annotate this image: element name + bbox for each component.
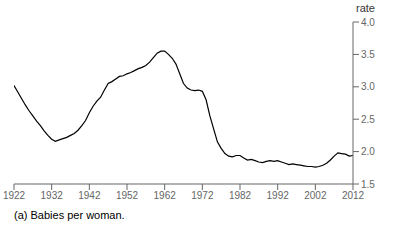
svg-text:1922: 1922 bbox=[8, 190, 26, 201]
html-text:rate: rate bbox=[356, 2, 375, 14]
svg-text:3.0: 3.0 bbox=[361, 81, 375, 92]
svg-text:3.5: 3.5 bbox=[361, 49, 375, 60]
svg-text:2.0: 2.0 bbox=[361, 146, 375, 157]
svg-text:2.5: 2.5 bbox=[361, 114, 375, 125]
svg-text:1972: 1972 bbox=[191, 190, 214, 201]
svg-text:1932: 1932 bbox=[41, 190, 64, 201]
svg-text:1982: 1982 bbox=[229, 190, 252, 201]
svg-text:2012: 2012 bbox=[342, 190, 365, 201]
html-text:(a) Babies per woman.: (a) Babies per woman. bbox=[14, 209, 125, 221]
svg-text:1942: 1942 bbox=[78, 190, 101, 201]
svg-text:1952: 1952 bbox=[116, 190, 139, 201]
svg-text:1992: 1992 bbox=[267, 190, 290, 201]
svg-text:2002: 2002 bbox=[304, 190, 327, 201]
svg-text:4.0: 4.0 bbox=[361, 17, 375, 28]
svg-text:1962: 1962 bbox=[154, 190, 177, 201]
svg-text:1.5: 1.5 bbox=[361, 179, 375, 190]
